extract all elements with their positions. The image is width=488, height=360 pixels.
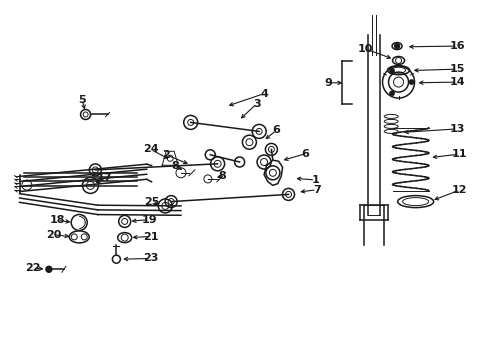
Text: 23: 23 (142, 253, 158, 264)
Text: 5: 5 (78, 95, 86, 105)
Text: 6: 6 (272, 125, 280, 135)
Text: 2: 2 (162, 150, 170, 160)
Text: 8: 8 (171, 161, 179, 171)
Text: 14: 14 (448, 77, 464, 87)
Circle shape (46, 266, 52, 272)
Circle shape (389, 91, 394, 96)
Text: 12: 12 (451, 185, 467, 195)
Circle shape (408, 80, 413, 85)
Text: 10: 10 (357, 44, 373, 54)
Text: 22: 22 (25, 263, 41, 273)
Text: 13: 13 (448, 124, 464, 134)
Text: 18: 18 (50, 215, 65, 225)
Circle shape (394, 44, 399, 49)
Text: 16: 16 (448, 41, 464, 51)
Text: 19: 19 (141, 215, 157, 225)
Text: 4: 4 (260, 89, 267, 99)
Text: 15: 15 (448, 64, 464, 74)
Text: 3: 3 (252, 99, 260, 109)
Text: 8: 8 (218, 171, 226, 181)
Text: 7: 7 (312, 185, 320, 195)
Text: 17: 17 (97, 173, 112, 183)
Text: 1: 1 (311, 175, 319, 185)
Text: 25: 25 (143, 197, 159, 207)
Circle shape (389, 68, 394, 73)
Text: 20: 20 (46, 230, 61, 240)
Text: 24: 24 (142, 144, 158, 154)
Text: 6: 6 (301, 149, 309, 159)
Text: 11: 11 (451, 149, 467, 159)
Text: 21: 21 (142, 231, 158, 242)
Text: 9: 9 (324, 78, 332, 88)
